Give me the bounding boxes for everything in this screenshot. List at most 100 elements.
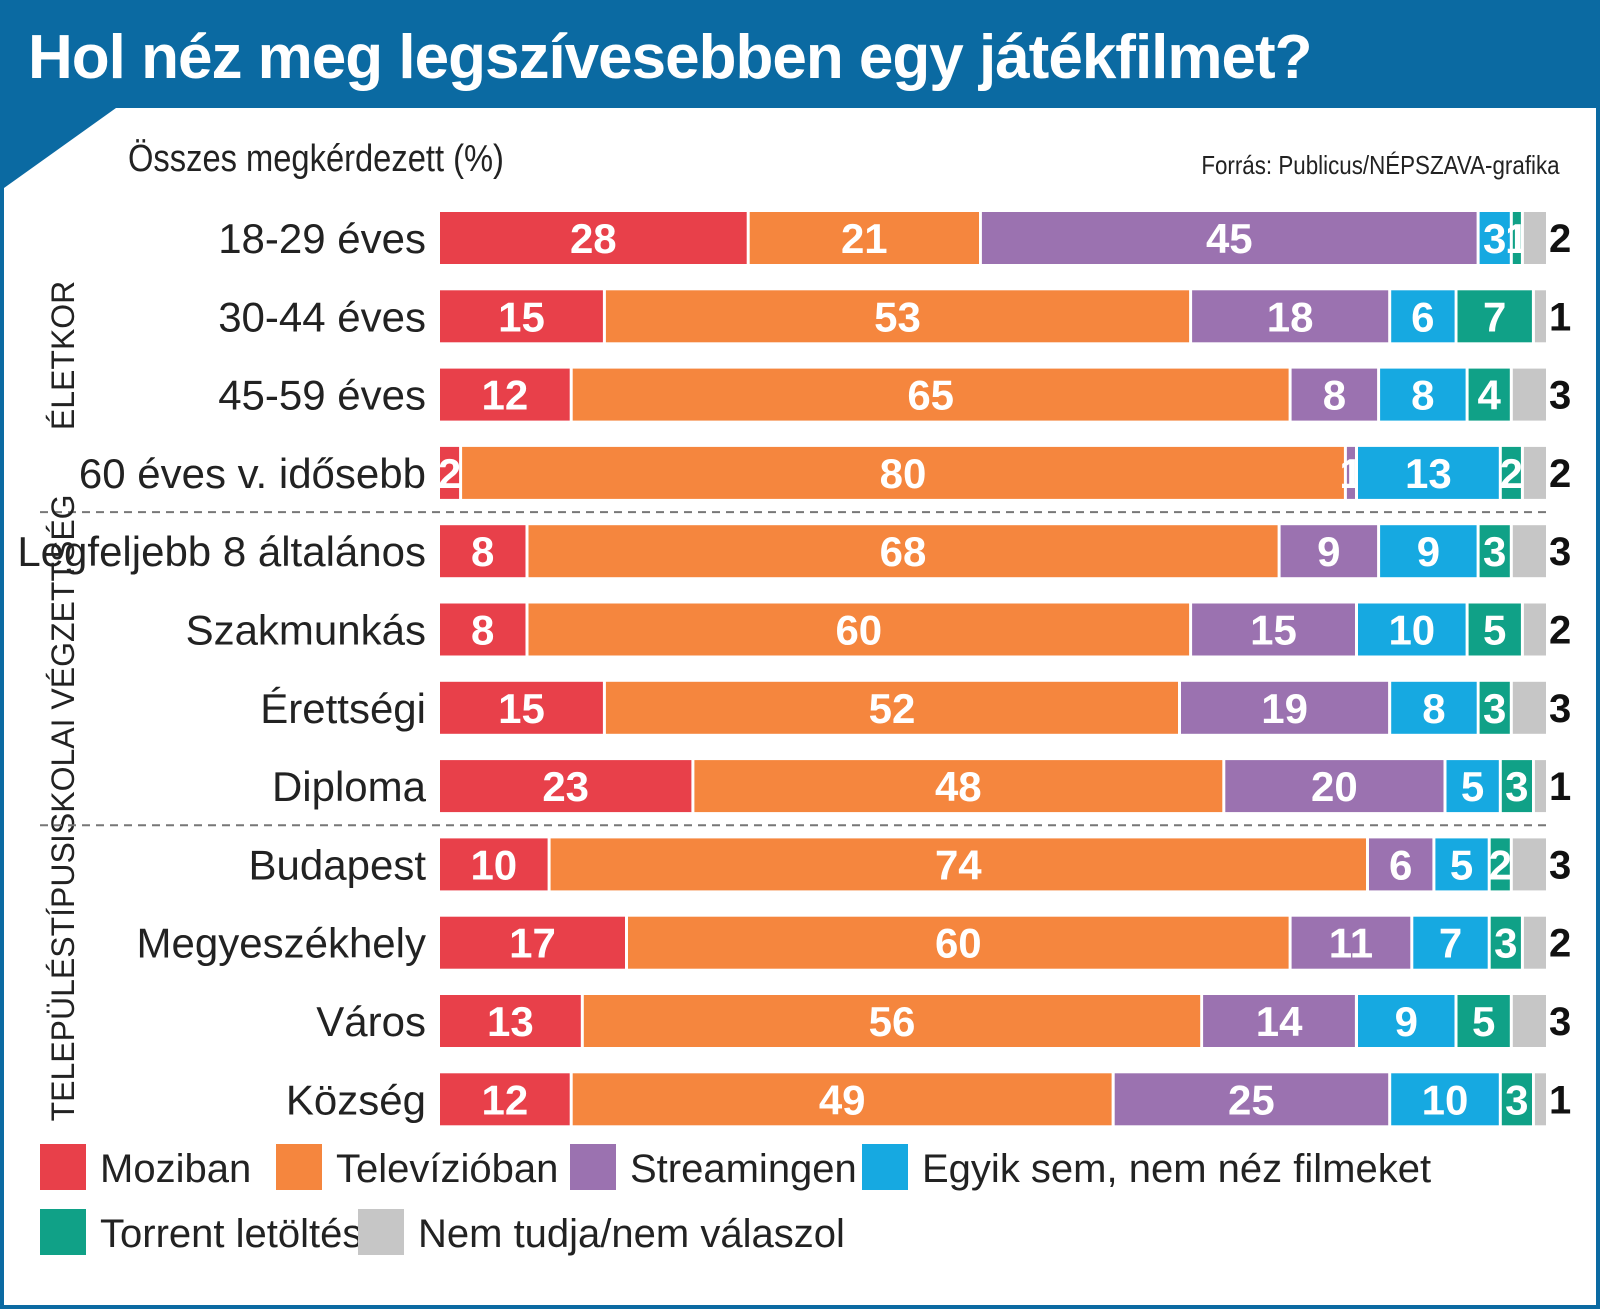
- bar-value-label: 3: [1549, 530, 1571, 574]
- bar-segment: [1534, 760, 1546, 813]
- bar-value-label: 13: [1405, 450, 1452, 497]
- bar-value-label: 2: [438, 450, 461, 497]
- bar-segment: [528, 525, 1278, 578]
- bar-value-label: 6: [1389, 841, 1412, 888]
- bar-value-label: 15: [498, 293, 545, 340]
- bar-value-label: 74: [935, 841, 982, 888]
- bar-value-label: 17: [509, 920, 556, 967]
- bar-segment: [1413, 916, 1488, 969]
- bar-segment: [1501, 1073, 1532, 1126]
- bar-value-label: 21: [841, 215, 888, 262]
- bar-value-label: 48: [935, 763, 982, 810]
- bar-value-label: 49: [819, 1076, 866, 1123]
- bar-value-label: 56: [869, 998, 916, 1045]
- bar-value-label: 15: [498, 685, 545, 732]
- bar-segment: [440, 760, 692, 813]
- bar-value-label: 3: [1483, 528, 1506, 575]
- legend-swatch: [40, 1209, 86, 1255]
- bar-value-label: 5: [1472, 998, 1495, 1045]
- bar-segment: [1523, 916, 1546, 969]
- legend-swatch: [570, 1144, 616, 1190]
- bar-segment: [1391, 1073, 1499, 1126]
- category-label: Község: [286, 1076, 426, 1123]
- group-label: ÉLETKOR: [45, 281, 81, 430]
- bar-segment: [440, 290, 603, 343]
- bar-value-label: 80: [880, 450, 927, 497]
- category-label: 18-29 éves: [218, 215, 426, 262]
- bar-value-label: 7: [1439, 920, 1462, 967]
- bar-value-label: 5: [1483, 607, 1506, 654]
- bar-value-label: 2: [1549, 452, 1571, 496]
- bar-value-label: 3: [1549, 687, 1571, 731]
- stacked-bar-chart: 18-29 éves 28 21 45 31 230-44 éves 15 53 18 6 7 145…: [17, 212, 1571, 1256]
- bar-segment: [1192, 290, 1389, 343]
- bar-value-label: 1: [1339, 450, 1362, 497]
- bar-value-label: 9: [1317, 528, 1340, 575]
- bar-segment: [528, 603, 1190, 656]
- bar-segment: [583, 995, 1201, 1047]
- bar-segment: [1512, 212, 1521, 264]
- category-label: Legfeljebb 8 általános: [17, 528, 426, 575]
- bar-segment: [572, 368, 1289, 421]
- bar-segment: [1490, 916, 1521, 969]
- bar-segment: [440, 1073, 570, 1126]
- bar-segment: [1181, 681, 1389, 734]
- bar-segment: [1523, 446, 1546, 499]
- bar-segment: [440, 916, 625, 969]
- bar-segment: [1523, 212, 1546, 264]
- bar-value-label: 18: [1267, 293, 1314, 340]
- bar-segment: [1512, 525, 1546, 578]
- bar-value-label: 3: [1483, 215, 1506, 262]
- bar-segment: [1192, 603, 1355, 656]
- legend-label: Televízióban: [336, 1147, 558, 1191]
- bar-value-label: 9: [1417, 528, 1440, 575]
- category-label: Megyeszékhely: [137, 920, 426, 967]
- legend-swatch: [40, 1144, 86, 1190]
- bar-value-label: 3: [1494, 920, 1517, 967]
- bar-segment: [1512, 838, 1546, 891]
- legend-swatch: [358, 1209, 404, 1255]
- bar-segment: [1490, 838, 1510, 891]
- bar-value-label: 2: [1549, 922, 1571, 966]
- bar-value-label: 3: [1549, 1000, 1571, 1044]
- bar-value-label: 13: [487, 998, 534, 1045]
- bar-segment: [440, 525, 526, 578]
- bar-value-label: 65: [907, 372, 954, 419]
- bar-value-label: 14: [1256, 998, 1303, 1045]
- bar-value-label: 20: [1311, 763, 1358, 810]
- bar-value-label: 10: [1422, 1076, 1469, 1123]
- bar-value-label: 23: [542, 763, 589, 810]
- bar-value-label: 8: [471, 607, 494, 654]
- bar-value-label: 19: [1261, 685, 1308, 732]
- bar-value-label: 2: [1549, 217, 1571, 261]
- category-label: Érettségi: [260, 685, 426, 732]
- bar-segment: [440, 995, 581, 1047]
- bar-segment: [1501, 760, 1532, 813]
- bar-segment: [1479, 212, 1510, 264]
- bar-value-label: 2: [1500, 450, 1523, 497]
- bar-segment: [1457, 290, 1532, 343]
- bar-value-label: 8: [1411, 372, 1434, 419]
- bar-value-label: 9: [1395, 998, 1418, 1045]
- bar-value-label: 52: [869, 685, 916, 732]
- bar-segment: [1391, 681, 1477, 734]
- bar-segment: [1523, 603, 1546, 656]
- bar-segment: [1280, 525, 1378, 578]
- bar-segment: [440, 603, 526, 656]
- bar-segment: [1380, 368, 1466, 421]
- bar-value-label: 3: [1505, 1076, 1528, 1123]
- bar-value-label: 1: [1549, 1078, 1571, 1122]
- bar-value-label: 5: [1450, 841, 1473, 888]
- bar-value-label: 3: [1549, 374, 1571, 418]
- bar-segment: [1512, 368, 1546, 421]
- bar-value-label: 8: [1422, 685, 1445, 732]
- bar-segment: [1435, 838, 1488, 891]
- category-label: 60 éves v. idősebb: [79, 450, 426, 497]
- bar-value-label: 3: [1483, 685, 1506, 732]
- bar-segment: [1501, 446, 1521, 499]
- bar-segment: [749, 212, 979, 264]
- bar-segment: [1291, 916, 1411, 969]
- legend-label: Nem tudja/nem válaszol: [418, 1212, 845, 1256]
- header-notch: [4, 108, 116, 188]
- chart-source: Forrás: Publicus/NÉPSZAVA-grafika: [1201, 150, 1560, 180]
